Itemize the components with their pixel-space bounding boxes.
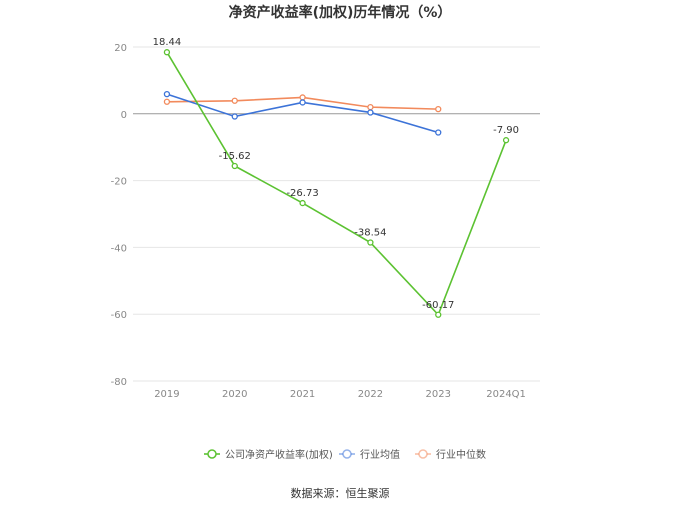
data-point	[299, 94, 306, 101]
data-label: -26.73	[286, 188, 318, 199]
data-label: -38.54	[354, 228, 386, 239]
legend-label: 公司净资产收益率(加权)	[225, 448, 333, 461]
data-point	[435, 311, 442, 318]
y-tick-label: -20	[111, 177, 127, 188]
data-point	[163, 49, 171, 56]
data-point	[435, 129, 442, 136]
data-point	[502, 137, 510, 144]
data-point	[231, 113, 238, 120]
data-point	[163, 90, 171, 98]
grid-lines	[133, 46, 540, 382]
x-tick-label: 2019	[154, 389, 179, 400]
data-point	[367, 103, 374, 111]
data-label: -60.17	[422, 300, 454, 311]
data-point	[231, 97, 238, 104]
x-tick-label: 2021	[290, 389, 315, 400]
data-label: 18.44	[153, 37, 182, 48]
y-tick-label: -60	[111, 310, 127, 321]
y-tick-label: -80	[111, 377, 127, 388]
y-tick-label: 20	[114, 43, 127, 54]
series-line	[166, 51, 507, 317]
data-source: 数据来源：恒生聚源	[291, 486, 390, 500]
legend: 公司净资产收益率(加权) 行业均值 行业中位数	[204, 448, 486, 461]
legend-label: 行业中位数	[436, 448, 486, 461]
legend-swatch-marker	[418, 449, 428, 459]
x-tick-label: 2024Q1	[486, 389, 526, 400]
data-point	[163, 98, 171, 105]
series-layer	[163, 49, 510, 318]
x-tick-label: 2023	[426, 389, 451, 400]
data-point	[435, 105, 442, 113]
data-point	[299, 199, 306, 207]
legend-swatch-marker	[207, 449, 217, 459]
y-tick-label: -40	[111, 243, 127, 254]
data-point	[367, 109, 374, 116]
data-label: -7.90	[493, 125, 519, 136]
y-axis-ticks: 20 0 -20 -40 -60 -80	[111, 43, 127, 388]
legend-label: 行业均值	[360, 448, 400, 461]
data-point	[299, 99, 306, 106]
x-tick-label: 2020	[222, 389, 247, 400]
chart-title: 净资产收益率(加权)历年情况（%）	[229, 4, 452, 21]
x-tick-label: 2022	[358, 389, 383, 400]
data-label: -15.62	[219, 151, 251, 162]
data-point	[231, 162, 238, 170]
legend-swatch-marker	[342, 449, 352, 459]
data-point	[367, 239, 374, 246]
data-labels: 18.44 -15.62 -26.73 -38.54 -60.17 -7.90	[153, 37, 519, 311]
y-tick-label: 0	[121, 110, 127, 121]
x-axis-ticks: 2019 2020 2021 2022 2023 2024Q1	[154, 389, 526, 400]
